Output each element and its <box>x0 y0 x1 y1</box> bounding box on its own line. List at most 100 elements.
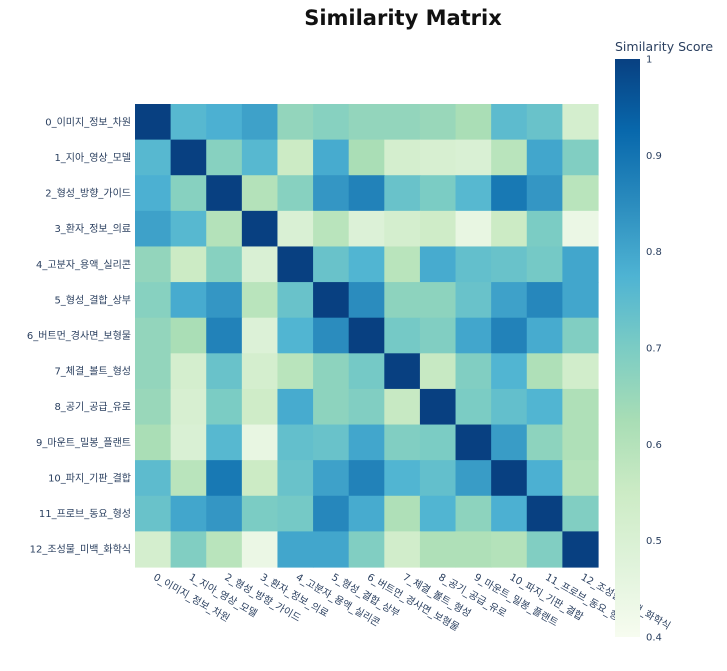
heatmap-cell[interactable] <box>491 424 528 461</box>
heatmap-cell[interactable] <box>206 282 243 319</box>
heatmap-cell[interactable] <box>419 139 457 176</box>
heatmap-cell[interactable] <box>135 282 172 319</box>
heatmap-cell[interactable] <box>455 424 492 461</box>
heatmap-cell[interactable] <box>206 424 243 461</box>
heatmap-cell[interactable] <box>491 531 528 568</box>
heatmap-cell[interactable] <box>526 246 563 283</box>
heatmap-cell[interactable] <box>206 495 243 532</box>
heatmap-cell[interactable] <box>277 353 314 390</box>
heatmap-cell[interactable] <box>526 460 563 497</box>
heatmap-cell[interactable] <box>526 104 563 141</box>
heatmap-cell[interactable] <box>313 424 350 461</box>
heatmap-cell[interactable] <box>170 282 207 319</box>
heatmap-cell[interactable] <box>348 388 385 426</box>
heatmap-cell[interactable] <box>277 139 314 176</box>
heatmap-cell[interactable] <box>241 175 279 212</box>
heatmap-cell[interactable] <box>170 104 207 141</box>
heatmap-cell[interactable] <box>206 531 243 568</box>
heatmap-cell[interactable] <box>313 282 350 319</box>
heatmap-cell[interactable] <box>562 424 599 461</box>
heatmap-cell[interactable] <box>384 460 421 497</box>
heatmap-cell[interactable] <box>277 210 314 248</box>
heatmap-cell[interactable] <box>348 104 385 141</box>
heatmap-cell[interactable] <box>384 353 421 390</box>
heatmap-cell[interactable] <box>277 531 314 568</box>
heatmap-cell[interactable] <box>135 317 172 354</box>
heatmap-cell[interactable] <box>170 460 207 497</box>
heatmap-cell[interactable] <box>277 460 314 497</box>
heatmap-cell[interactable] <box>277 104 314 141</box>
heatmap-cell[interactable] <box>562 246 599 283</box>
heatmap-cell[interactable] <box>348 495 385 532</box>
heatmap-cell[interactable] <box>384 139 421 176</box>
heatmap-cell[interactable] <box>241 495 279 532</box>
heatmap-cell[interactable] <box>277 282 314 319</box>
heatmap-cell[interactable] <box>526 388 563 426</box>
heatmap-cell[interactable] <box>526 353 563 390</box>
heatmap-cell[interactable] <box>384 424 421 461</box>
heatmap-cell[interactable] <box>562 175 599 212</box>
heatmap-cell[interactable] <box>562 210 599 248</box>
heatmap-cell[interactable] <box>135 139 172 176</box>
heatmap-cell[interactable] <box>384 282 421 319</box>
heatmap-cell[interactable] <box>135 353 172 390</box>
heatmap-cell[interactable] <box>241 460 279 497</box>
heatmap-cell[interactable] <box>348 460 385 497</box>
heatmap-cell[interactable] <box>419 460 457 497</box>
heatmap-cell[interactable] <box>384 104 421 141</box>
heatmap-cell[interactable] <box>206 210 243 248</box>
heatmap-cell[interactable] <box>241 424 279 461</box>
heatmap-cell[interactable] <box>241 388 279 426</box>
heatmap-cell[interactable] <box>562 139 599 176</box>
heatmap-cell[interactable] <box>313 317 350 354</box>
heatmap-cell[interactable] <box>241 353 279 390</box>
heatmap-cell[interactable] <box>135 531 172 568</box>
heatmap-cell[interactable] <box>348 353 385 390</box>
heatmap-cell[interactable] <box>455 531 492 568</box>
heatmap-cell[interactable] <box>491 460 528 497</box>
heatmap-cell[interactable] <box>277 246 314 283</box>
heatmap-cell[interactable] <box>313 531 350 568</box>
heatmap-cell[interactable] <box>135 460 172 497</box>
heatmap-cell[interactable] <box>241 246 279 283</box>
heatmap-cell[interactable] <box>562 317 599 354</box>
heatmap-cell[interactable] <box>562 388 599 426</box>
heatmap-cell[interactable] <box>313 388 350 426</box>
heatmap-cell[interactable] <box>313 246 350 283</box>
heatmap-cell[interactable] <box>170 495 207 532</box>
heatmap-cell[interactable] <box>170 139 207 176</box>
heatmap-cell[interactable] <box>562 282 599 319</box>
heatmap-cell[interactable] <box>562 460 599 497</box>
heatmap-cell[interactable] <box>419 282 457 319</box>
heatmap-cell[interactable] <box>135 246 172 283</box>
heatmap-cell[interactable] <box>419 317 457 354</box>
heatmap-cell[interactable] <box>526 317 563 354</box>
heatmap-cell[interactable] <box>348 246 385 283</box>
heatmap-cell[interactable] <box>384 175 421 212</box>
heatmap-cell[interactable] <box>170 317 207 354</box>
heatmap-cell[interactable] <box>313 353 350 390</box>
heatmap-cell[interactable] <box>277 388 314 426</box>
heatmap-cell[interactable] <box>206 353 243 390</box>
heatmap-cell[interactable] <box>455 317 492 354</box>
heatmap-cell[interactable] <box>491 388 528 426</box>
heatmap-cell[interactable] <box>206 246 243 283</box>
heatmap-cell[interactable] <box>526 424 563 461</box>
heatmap-cell[interactable] <box>135 104 172 141</box>
heatmap-cell[interactable] <box>206 317 243 354</box>
heatmap-cell[interactable] <box>313 460 350 497</box>
heatmap-cell[interactable] <box>206 104 243 141</box>
heatmap-cell[interactable] <box>419 246 457 283</box>
heatmap-cell[interactable] <box>241 104 279 141</box>
heatmap-cell[interactable] <box>348 531 385 568</box>
heatmap-cell[interactable] <box>419 353 457 390</box>
heatmap-cell[interactable] <box>277 317 314 354</box>
heatmap-cell[interactable] <box>491 353 528 390</box>
heatmap-cell[interactable] <box>491 175 528 212</box>
heatmap-cell[interactable] <box>277 495 314 532</box>
heatmap-cell[interactable] <box>419 424 457 461</box>
heatmap-cell[interactable] <box>313 210 350 248</box>
heatmap-cell[interactable] <box>170 531 207 568</box>
heatmap-cell[interactable] <box>170 424 207 461</box>
heatmap-cell[interactable] <box>491 139 528 176</box>
